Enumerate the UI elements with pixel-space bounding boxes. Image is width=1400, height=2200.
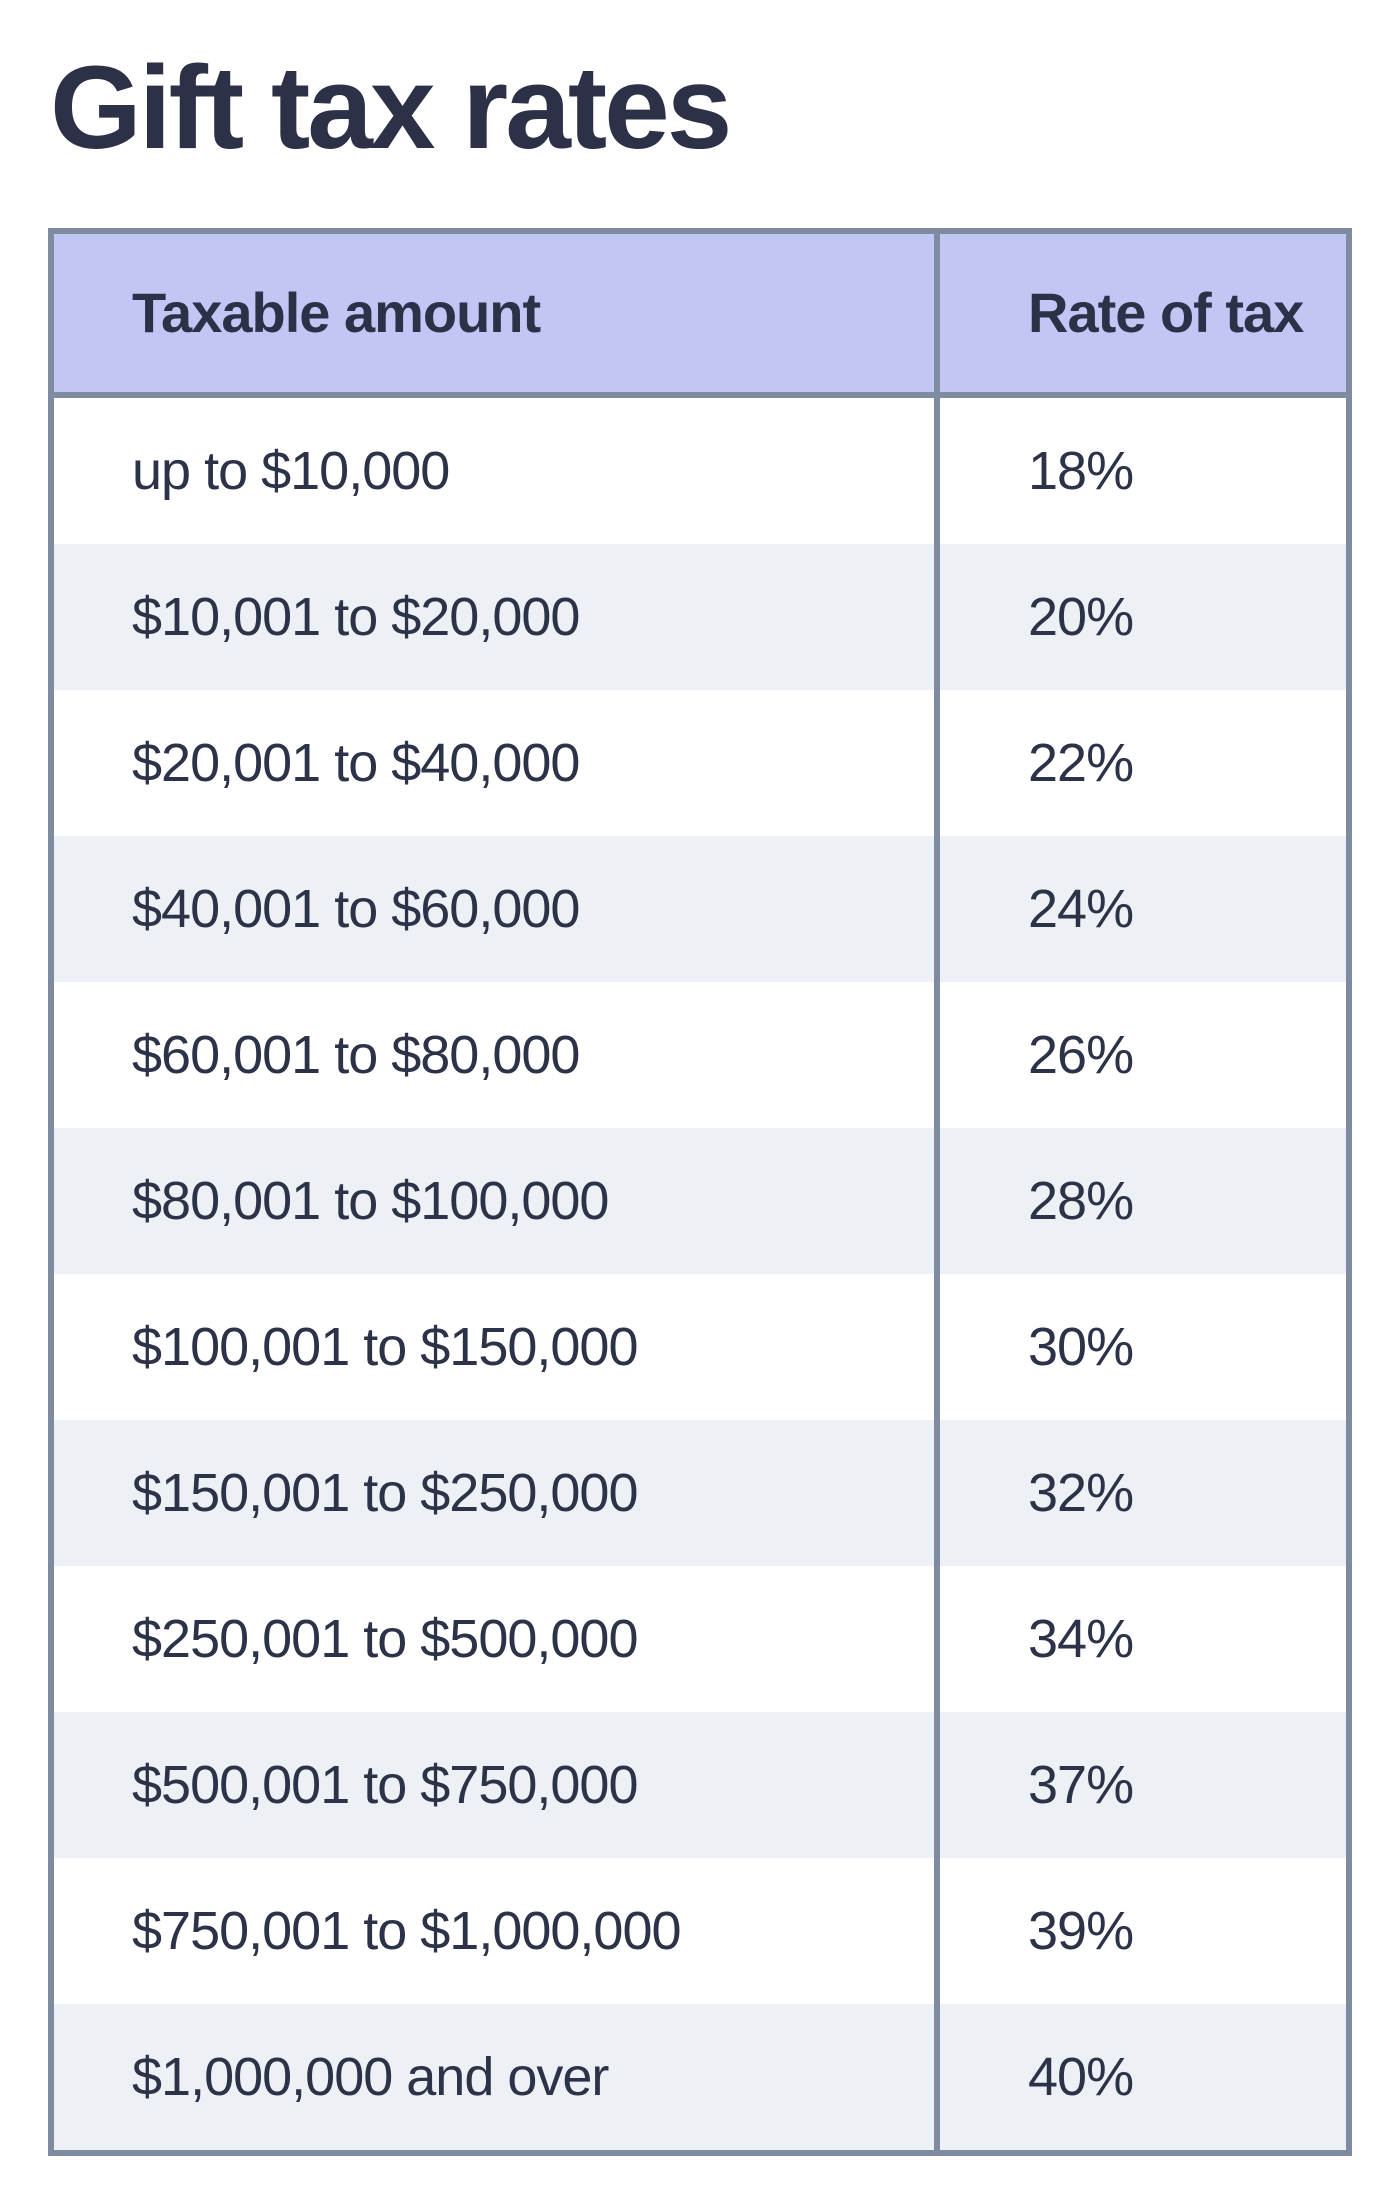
rate-cell: 18% [1028, 440, 1134, 501]
table-row: $80,001 to $100,000 28% [54, 1127, 1346, 1274]
amount-cell: $40,001 to $60,000 [54, 835, 940, 982]
rate-cell: 20% [1028, 586, 1134, 647]
amount-cell: up to $10,000 [54, 397, 940, 544]
amount-cell: $10,001 to $20,000 [54, 543, 940, 690]
rate-cell: 30% [1028, 1316, 1134, 1377]
amount-cell: $500,001 to $750,000 [54, 1711, 940, 1858]
table-row: $20,001 to $40,000 22% [54, 689, 1346, 836]
rate-cell: 22% [1028, 732, 1134, 793]
amount-cell: $750,001 to $1,000,000 [54, 1857, 940, 2004]
rate-cell: 28% [1028, 1170, 1134, 1231]
page-title: Gift tax rates [50, 42, 732, 174]
gift-tax-table: Taxable amount Rate of tax up to $10,000… [48, 227, 1352, 2156]
table-row: $100,001 to $150,000 30% [54, 1273, 1346, 1420]
table-row: $150,001 to $250,000 32% [54, 1419, 1346, 1566]
table-row: $60,001 to $80,000 26% [54, 981, 1346, 1128]
table-row: $1,000,000 and over 40% [54, 2003, 1346, 2150]
rate-cell: 39% [1028, 1900, 1134, 1961]
amount-cell: $60,001 to $80,000 [54, 981, 940, 1128]
table-row: $500,001 to $750,000 37% [54, 1711, 1346, 1858]
amount-cell: $80,001 to $100,000 [54, 1127, 940, 1274]
table-header-row: Taxable amount Rate of tax [54, 233, 1346, 398]
rate-cell: 24% [1028, 878, 1134, 939]
rate-cell: 32% [1028, 1462, 1134, 1523]
amount-cell: $20,001 to $40,000 [54, 689, 940, 836]
table-row: $40,001 to $60,000 24% [54, 835, 1346, 982]
column-header-taxable-amount: Taxable amount [54, 233, 940, 392]
amount-cell: $1,000,000 and over [54, 2003, 940, 2150]
table-row: $10,001 to $20,000 20% [54, 543, 1346, 690]
rate-cell: 34% [1028, 1608, 1134, 1669]
rate-cell: 37% [1028, 1754, 1134, 1815]
column-header-rate-of-tax: Rate of tax [1028, 281, 1304, 345]
table-row: $250,001 to $500,000 34% [54, 1565, 1346, 1712]
table-row: $750,001 to $1,000,000 39% [54, 1857, 1346, 2004]
amount-cell: $150,001 to $250,000 [54, 1419, 940, 1566]
rate-cell: 26% [1028, 1024, 1134, 1085]
table-row: up to $10,000 18% [54, 397, 1346, 544]
amount-cell: $100,001 to $150,000 [54, 1273, 940, 1420]
amount-cell: $250,001 to $500,000 [54, 1565, 940, 1712]
rate-cell: 40% [1028, 2046, 1134, 2107]
